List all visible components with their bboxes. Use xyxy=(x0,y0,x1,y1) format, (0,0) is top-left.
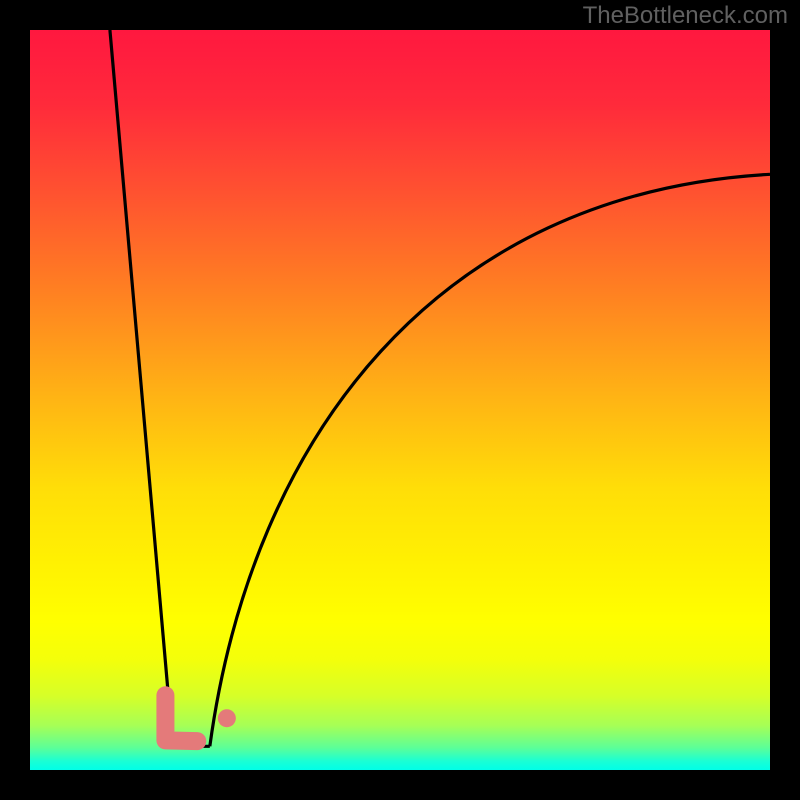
chart-svg xyxy=(30,30,770,770)
plot-area xyxy=(30,30,770,770)
figure-root: TheBottleneck.com xyxy=(0,0,800,800)
marker-dot xyxy=(218,709,236,727)
watermark-text: TheBottleneck.com xyxy=(583,2,788,30)
